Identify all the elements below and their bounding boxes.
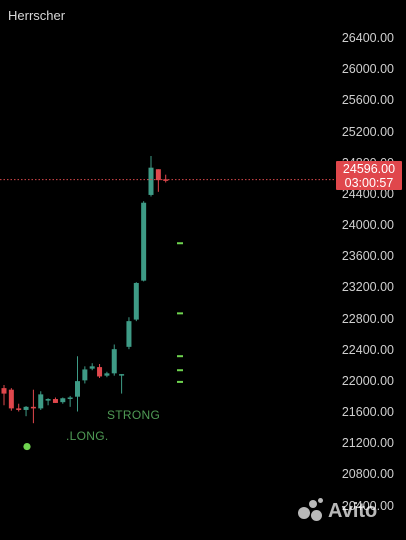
price-axis-tick: 24000.00 bbox=[341, 218, 394, 233]
candle bbox=[119, 374, 125, 394]
candle-body bbox=[38, 394, 44, 409]
candle-body bbox=[8, 389, 14, 409]
price-axis-tick: 22400.00 bbox=[341, 342, 394, 357]
avito-watermark: Avito bbox=[298, 498, 377, 524]
candle bbox=[30, 389, 36, 424]
level-tick bbox=[177, 369, 183, 372]
price-axis-tick: 22800.00 bbox=[341, 311, 394, 326]
candle bbox=[67, 395, 73, 407]
candle bbox=[155, 169, 161, 192]
candle-body bbox=[133, 282, 139, 320]
candle-body bbox=[89, 366, 95, 369]
candle bbox=[52, 397, 58, 403]
current-price-value: 24596.00 bbox=[342, 162, 396, 176]
price-axis-tick: 25600.00 bbox=[341, 93, 394, 108]
candle-body bbox=[141, 202, 147, 281]
level-tick bbox=[177, 355, 183, 358]
candle-body bbox=[23, 406, 29, 410]
watermark-text: Avito bbox=[328, 499, 378, 522]
level-tick bbox=[177, 380, 183, 383]
candle bbox=[148, 155, 154, 197]
price-axis-tick: 23200.00 bbox=[341, 280, 394, 295]
side-ticks-layer bbox=[177, 242, 183, 383]
candle bbox=[89, 363, 95, 371]
candle bbox=[23, 406, 29, 417]
candles-layer bbox=[1, 155, 169, 424]
candle-body bbox=[82, 369, 88, 381]
candle bbox=[16, 403, 22, 412]
price-axis-tick: 21200.00 bbox=[341, 436, 394, 451]
level-tick bbox=[177, 312, 183, 315]
candle bbox=[75, 356, 80, 412]
price-axis-tick: 23600.00 bbox=[341, 249, 394, 264]
candle bbox=[82, 366, 88, 384]
candle-body bbox=[75, 381, 80, 397]
candle bbox=[104, 371, 110, 378]
candle bbox=[1, 385, 7, 406]
candle-body bbox=[155, 169, 161, 181]
candle-body bbox=[60, 398, 66, 403]
price-axis-tick: 24400.00 bbox=[341, 186, 394, 201]
candle bbox=[163, 174, 169, 183]
candle-body bbox=[104, 373, 110, 376]
price-axis-tick: 20400.00 bbox=[341, 498, 394, 513]
candle bbox=[126, 317, 132, 350]
price-axis-tick: 26400.00 bbox=[341, 31, 394, 46]
candle bbox=[8, 388, 14, 411]
level-tick bbox=[177, 242, 183, 245]
candle bbox=[97, 363, 103, 379]
candle-body bbox=[16, 408, 22, 410]
price-axis-tick: 21600.00 bbox=[341, 405, 394, 420]
candle-body bbox=[1, 388, 7, 394]
avito-logo-icon bbox=[298, 498, 324, 524]
candle bbox=[111, 344, 117, 376]
candle-countdown: 03:00:57 bbox=[344, 176, 394, 190]
candle-body bbox=[148, 167, 154, 195]
candle-body bbox=[119, 374, 125, 376]
candle bbox=[141, 201, 147, 282]
candle-body bbox=[30, 406, 36, 409]
candle bbox=[38, 391, 44, 410]
candle bbox=[45, 398, 51, 406]
candle-body bbox=[111, 349, 117, 374]
candle bbox=[60, 397, 66, 404]
candle-body bbox=[126, 321, 132, 347]
price-axis-tick: 25200.00 bbox=[341, 124, 394, 139]
long-signal-label: .LONG. bbox=[66, 429, 109, 443]
price-axis-tick: 26000.00 bbox=[341, 62, 394, 77]
long-signal-dot bbox=[23, 442, 31, 451]
price-axis-tick: 20800.00 bbox=[341, 467, 394, 482]
candle-body bbox=[45, 399, 51, 401]
candle-body bbox=[67, 397, 73, 399]
chart-title: Herrscher bbox=[8, 8, 66, 23]
candle-body bbox=[97, 367, 103, 377]
candle bbox=[133, 282, 139, 322]
strong-signal-label: STRONG bbox=[107, 408, 161, 422]
current-price-badge: 24596.00 03:00:57 bbox=[336, 161, 402, 190]
price-axis-tick: 22000.00 bbox=[341, 373, 394, 388]
candle-body bbox=[52, 399, 58, 403]
